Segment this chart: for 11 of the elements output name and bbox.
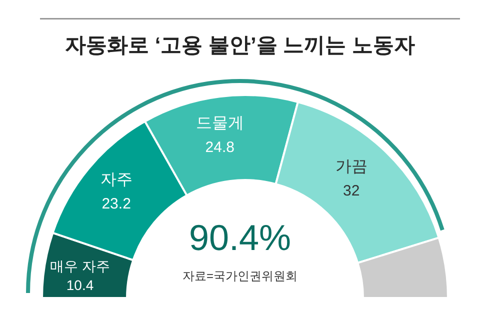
text: 자료=국가인권위원회: [182, 269, 298, 283]
data-label: 10.4: [66, 277, 94, 293]
data-label: 24.8: [205, 138, 234, 156]
slice-label: 가끔: [335, 158, 368, 176]
text: 90.4%: [188, 217, 292, 258]
data-label: 32: [342, 182, 360, 200]
slice-label: 매우 자주: [50, 258, 110, 274]
chart-title: 자동화로 ‘고용 불안’을 느끼는 노동자: [64, 34, 416, 57]
data-label: 23.2: [102, 196, 131, 213]
slice-label: 자주: [100, 172, 132, 189]
slice-label: 드물게: [196, 114, 244, 132]
